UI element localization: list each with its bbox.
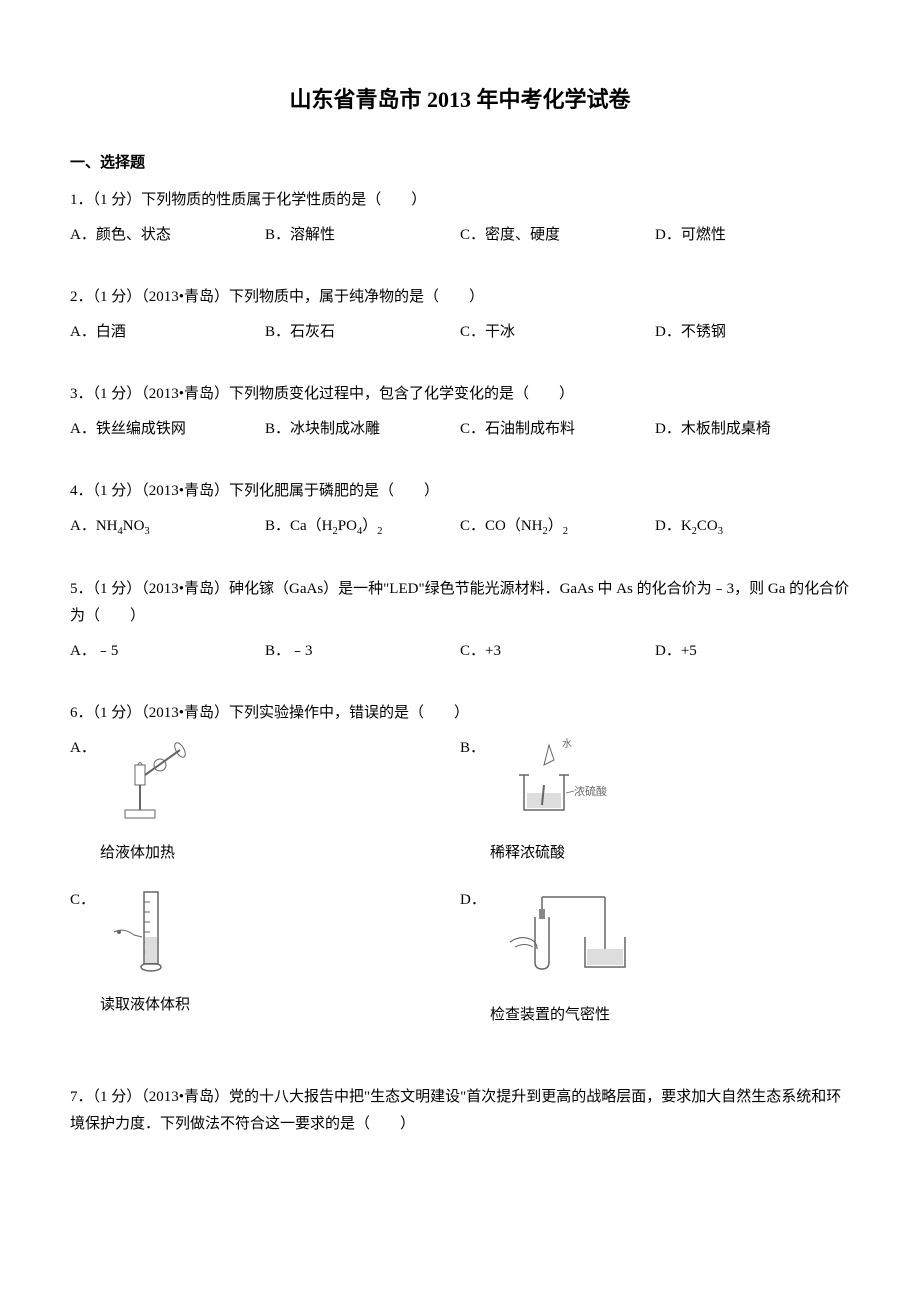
question-2: 2．（1 分）（2013•青岛）下列物质中，属于纯净物的是（ ） A．白酒 B．… <box>70 284 850 346</box>
question-2-text: 2．（1 分）（2013•青岛）下列物质中，属于纯净物的是（ ） <box>70 284 850 311</box>
section-header: 一、选择题 <box>70 150 850 177</box>
q4d-sub2: 3 <box>718 526 723 537</box>
q6b-label: B． <box>460 735 485 762</box>
q4b-mid: PO <box>338 518 357 534</box>
acid-label: 浓硫酸 <box>574 784 607 798</box>
q5-option-b: B．﹣3 <box>265 638 460 665</box>
q5-option-d: D．+5 <box>655 638 850 665</box>
q4c-sub2: 2 <box>563 526 568 537</box>
q2-option-b: B．石灰石 <box>265 319 460 346</box>
q4a-mid: NO <box>123 518 145 534</box>
question-3: 3．（1 分）（2013•青岛）下列物质变化过程中，包含了化学变化的是（ ） A… <box>70 381 850 443</box>
q4a-sub2: 3 <box>144 526 149 537</box>
q4b-pre: B．Ca（H <box>265 518 333 534</box>
q4c-pre: C．CO（NH <box>460 518 543 534</box>
q6d-caption: 检查装置的气密性 <box>460 1002 850 1029</box>
q4a-pre: A．NH <box>70 518 118 534</box>
q4b-sub3: 2 <box>377 526 382 537</box>
q1-option-d: D．可燃性 <box>655 222 850 249</box>
q4d-pre: D．K <box>655 518 692 534</box>
question-5-options: A．﹣5 B．﹣3 C．+3 D．+5 <box>70 638 850 665</box>
dilute-acid-icon: 水 浓硫酸 <box>494 735 624 825</box>
q2-option-c: C．干冰 <box>460 319 655 346</box>
read-volume-icon <box>104 887 184 977</box>
q4-option-a: A．NH4NO3 <box>70 513 265 542</box>
q1-option-c: C．密度、硬度 <box>460 222 655 249</box>
question-5: 5．（1 分）（2013•青岛）砷化镓（GaAs）是一种"LED"绿色节能光源材… <box>70 576 850 665</box>
q3-option-b: B．冰块制成冰雕 <box>265 416 460 443</box>
question-7: 7．（1 分）（2013•青岛）党的十八大报告中把"生态文明建设"首次提升到更高… <box>70 1084 850 1138</box>
question-3-text: 3．（1 分）（2013•青岛）下列物质变化过程中，包含了化学变化的是（ ） <box>70 381 850 408</box>
question-7-text: 7．（1 分）（2013•青岛）党的十八大报告中把"生态文明建设"首次提升到更高… <box>70 1084 850 1138</box>
q6a-caption: 给液体加热 <box>70 840 460 867</box>
question-4: 4．（1 分）（2013•青岛）下列化肥属于磷肥的是（ ） A．NH4NO3 B… <box>70 478 850 542</box>
water-label: 水 <box>562 738 572 750</box>
q6d-label: D． <box>460 887 486 914</box>
q1-option-a: A．颜色、状态 <box>70 222 265 249</box>
heating-liquid-icon <box>105 735 205 825</box>
q5-option-c: C．+3 <box>460 638 655 665</box>
q4-option-b: B．Ca（H2PO4）2 <box>265 513 460 542</box>
q2-option-d: D．不锈钢 <box>655 319 850 346</box>
exam-title: 山东省青岛市 2013 年中考化学试卷 <box>70 80 850 120</box>
question-5-text: 5．（1 分）（2013•青岛）砷化镓（GaAs）是一种"LED"绿色节能光源材… <box>70 576 850 630</box>
q4-option-c: C．CO（NH2）2 <box>460 513 655 542</box>
q6c-caption: 读取液体体积 <box>70 992 460 1019</box>
q4b-post: ） <box>362 518 377 534</box>
q6-option-a: A． 给液体加热 <box>70 735 460 867</box>
q1-option-b: B．溶解性 <box>265 222 460 249</box>
q4c-mid: ） <box>548 518 563 534</box>
q4d-mid: CO <box>697 518 718 534</box>
q2-option-a: A．白酒 <box>70 319 265 346</box>
question-1: 1．（1 分）下列物质的性质属于化学性质的是（ ） A．颜色、状态 B．溶解性 … <box>70 187 850 249</box>
question-6-options: A． 给液体加热 B． 水 浓硫酸 <box>70 735 850 1049</box>
question-1-options: A．颜色、状态 B．溶解性 C．密度、硬度 D．可燃性 <box>70 222 850 249</box>
q6a-label: A． <box>70 735 96 762</box>
q3-option-a: A．铁丝编成铁网 <box>70 416 265 443</box>
question-4-options: A．NH4NO3 B．Ca（H2PO4）2 C．CO（NH2）2 D．K2CO3 <box>70 513 850 542</box>
q6-option-c: C． 读取液体体积 <box>70 887 460 1029</box>
q6c-label: C． <box>70 887 95 914</box>
question-3-options: A．铁丝编成铁网 B．冰块制成冰雕 C．石油制成布料 D．木板制成桌椅 <box>70 416 850 443</box>
q3-option-d: D．木板制成桌椅 <box>655 416 850 443</box>
q5-option-a: A．﹣5 <box>70 638 265 665</box>
question-1-text: 1．（1 分）下列物质的性质属于化学性质的是（ ） <box>70 187 850 214</box>
q6-option-b: B． 水 浓硫酸 稀释浓硫酸 <box>460 735 850 867</box>
question-6-text: 6．（1 分）（2013•青岛）下列实验操作中，错误的是（ ） <box>70 700 850 727</box>
q4-option-d: D．K2CO3 <box>655 513 850 542</box>
question-4-text: 4．（1 分）（2013•青岛）下列化肥属于磷肥的是（ ） <box>70 478 850 505</box>
airtight-check-icon <box>495 887 635 987</box>
question-6: 6．（1 分）（2013•青岛）下列实验操作中，错误的是（ ） A． 给液体加热… <box>70 700 850 1049</box>
q6-option-d: D． 检查装置的气密性 <box>460 887 850 1029</box>
q3-option-c: C．石油制成布料 <box>460 416 655 443</box>
question-2-options: A．白酒 B．石灰石 C．干冰 D．不锈钢 <box>70 319 850 346</box>
q6b-caption: 稀释浓硫酸 <box>460 840 850 867</box>
